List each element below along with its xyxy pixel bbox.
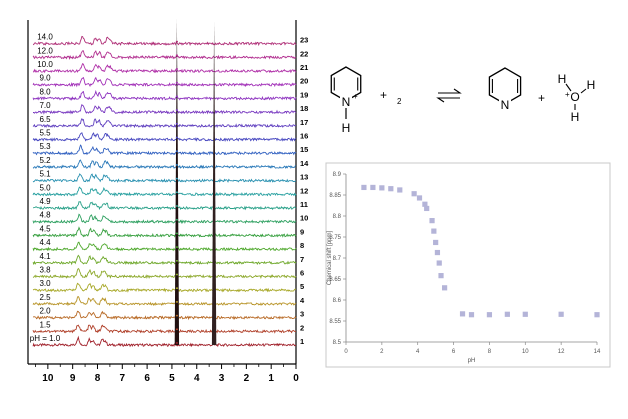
nmr-spectrum-trace [32,241,297,252]
nmr-spectrum-trace [32,144,297,156]
nmr-ph-label: 5.1 [39,170,51,179]
nmr-ph-label: 14.0 [37,33,53,42]
nmr-spectrum-number: 8 [300,241,304,250]
nmr-spectrum-number: 14 [300,159,309,168]
nmr-spectrum-trace [32,335,296,348]
nmr-spectrum-number: 20 [300,77,308,86]
nmr-spectrum-trace [33,103,297,115]
nmr-spectrum-trace [32,173,297,183]
nmr-ph-label: 4.4 [39,238,51,247]
nmr-spectrum-number: 4 [300,296,305,305]
nmr-x-tick-label: 4 [194,373,200,384]
nmr-spectrum-trace [32,324,296,334]
nmr-spectrum-number: 16 [300,132,308,141]
nmr-x-tick-label: 9 [70,373,76,384]
nmr-ph-label: 5.3 [39,142,51,151]
nmr-ph-label: 5.0 [39,183,51,192]
nmr-ph-label: 3.8 [39,266,51,275]
nmr-ph-label: 4.1 [39,252,51,261]
nmr-spectrum-number: 5 [300,282,304,291]
nmr-spectrum-trace [32,159,297,170]
nmr-x-tick-label: 6 [144,373,150,384]
nmr-spectrum-number: 10 [300,214,308,223]
nmr-ph-label: 5.5 [39,129,51,138]
nmr-spectrum-number: 2 [300,323,304,332]
nmr-ph-label: 12.0 [37,46,53,55]
nmr-spectrum-number: 15 [300,145,308,154]
nmr-ph-label: 7.0 [39,101,51,110]
nmr-spectrum-number: 19 [300,90,308,99]
nmr-spectrum-number: 9 [300,227,304,236]
nmr-spectrum-trace [32,296,297,307]
nmr-spectrum-trace [32,117,296,129]
nmr-spectrum-trace [32,132,297,142]
nmr-ph-label: 3.0 [39,279,51,288]
nmr-ph-label: 2.0 [39,307,51,316]
nmr-spectrum-number: 11 [300,200,308,209]
nmr-spectrum-number: 18 [300,104,308,113]
nmr-spectrum-trace [32,63,297,74]
nmr-spectrum-trace [32,201,297,211]
nmr-spectrum-trace [32,282,296,293]
nmr-x-tick-label: 0 [293,373,299,384]
nmr-spectrum-number: 6 [300,269,304,278]
nmr-ph-label: 4.8 [39,211,51,220]
nmr-ph-label: 9.0 [39,74,51,83]
nmr-spectrum-trace [32,213,297,224]
nmr-x-tick-label: 5 [169,373,175,384]
nmr-x-tick-label: 3 [219,373,225,384]
nmr-ph-label: 8.0 [39,87,51,96]
nmr-ph-label: pH = 1.0 [30,334,61,343]
nmr-spectrum-trace [32,89,297,101]
nmr-spectrum-trace [32,226,297,238]
nmr-spectrum-trace [32,310,297,321]
nmr-ph-label: 5.2 [39,156,51,165]
nmr-spectrum-number: 12 [300,186,308,195]
nmr-ph-label: 10.0 [37,60,53,69]
nmr-spectrum-number: 17 [300,118,308,127]
nmr-ph-label: 4.5 [39,224,51,233]
nmr-fixed-peak [211,22,217,345]
nmr-x-tick-label: 2 [244,373,250,384]
nmr-x-tick-label: 10 [42,373,54,384]
nmr-ph-label: 1.5 [39,320,51,329]
nmr-x-tick-label: 8 [95,373,101,384]
nmr-spectrum-trace [32,267,297,280]
nmr-x-tick-label: 7 [120,373,126,384]
nmr-fixed-peak [174,19,180,345]
nmr-spectrum-number: 23 [300,36,308,45]
nmr-spectrum-number: 13 [300,173,308,182]
nmr-spectrum-trace [32,254,297,266]
nmr-ph-label: 4.9 [39,197,51,206]
nmr-spectrum-number: 1 [300,337,304,346]
nmr-spectrum-trace [32,50,297,61]
nmr-spectrum-number: 7 [300,255,304,264]
nmr-ph-label: 2.5 [39,293,51,302]
nmr-spectrum-number: 21 [300,63,308,72]
nmr-spectrum-number: 22 [300,49,308,58]
nmr-ph-label: 6.5 [39,115,51,124]
nmr-spectrum-trace [32,186,297,197]
nmr-x-tick-label: 1 [268,373,274,384]
nmr-spectrum-trace [32,35,297,47]
nmr-spectrum-trace [32,76,297,88]
nmr-spectrum-number: 3 [300,310,304,319]
